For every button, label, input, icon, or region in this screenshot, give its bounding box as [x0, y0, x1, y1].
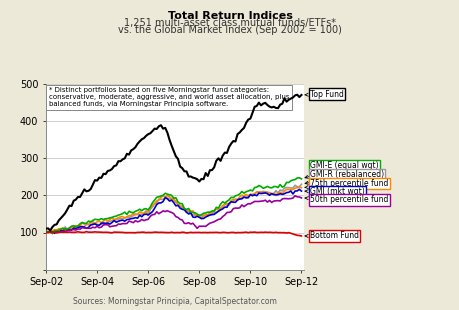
Text: GMI-R (rebalanced): GMI-R (rebalanced): [304, 170, 383, 184]
Text: Total Return Indices: Total Return Indices: [167, 11, 292, 21]
Text: * Distinct portfolios based on five Morningstar fund categories:
conservative, m: * Distinct portfolios based on five Morn…: [49, 87, 288, 108]
Text: 75th percentile fund: 75th percentile fund: [304, 179, 387, 189]
Text: Sources: Morningstar Principia, CapitalSpectator.com: Sources: Morningstar Principia, CapitalS…: [73, 297, 276, 306]
Text: Bottom Fund: Bottom Fund: [304, 231, 358, 240]
Text: vs. the Global Market Index (Sep 2002 = 100): vs. the Global Market Index (Sep 2002 = …: [118, 25, 341, 35]
Text: 1,251 multi-asset class mutual funds/ETFs*: 1,251 multi-asset class mutual funds/ETF…: [124, 18, 335, 28]
Text: 50th percentile fund: 50th percentile fund: [304, 195, 387, 204]
Text: GMI-E (equal wgt): GMI-E (equal wgt): [304, 161, 378, 178]
Text: Top Fund: Top Fund: [304, 90, 343, 99]
Text: GMI (mkt wgt): GMI (mkt wgt): [304, 187, 364, 196]
